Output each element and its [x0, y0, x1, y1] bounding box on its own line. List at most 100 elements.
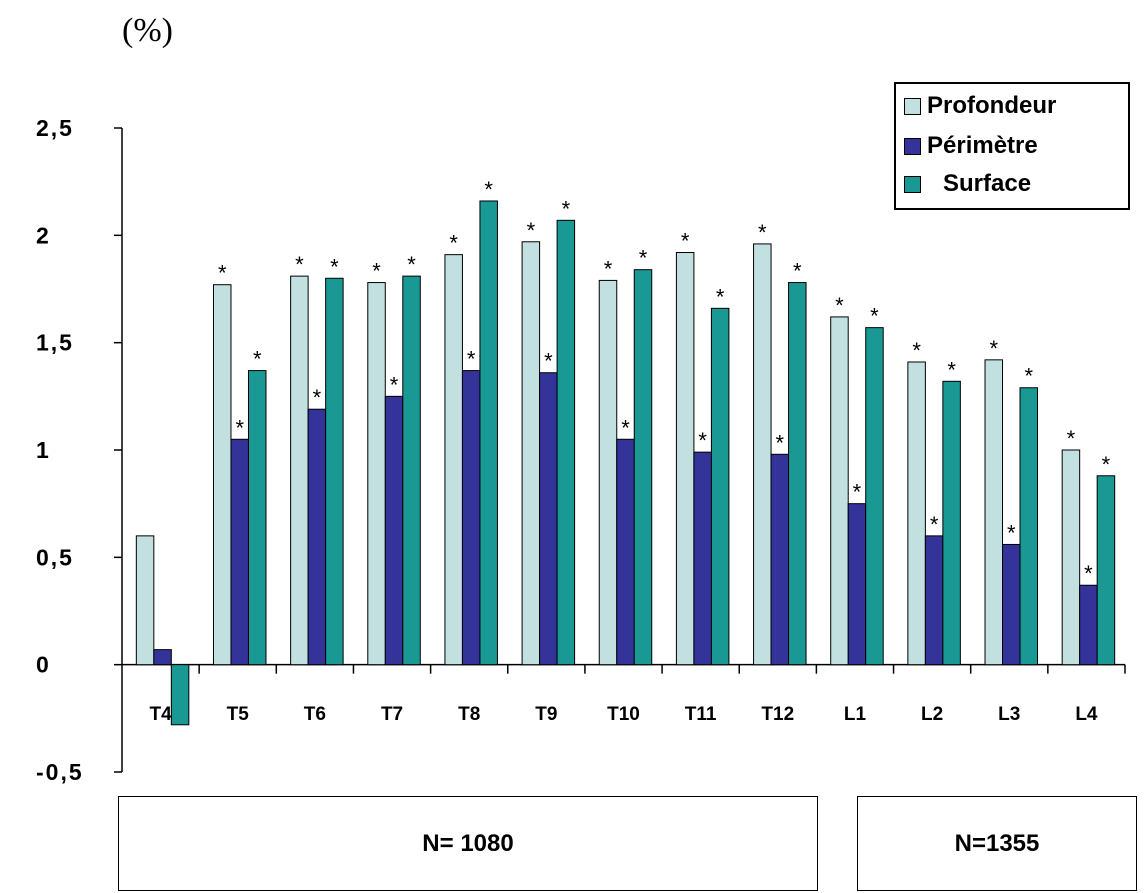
y-tick-label: 1: [36, 437, 51, 463]
x-tick-label: T10: [607, 704, 640, 725]
significance-star: *: [853, 480, 862, 505]
y-tick-label: -0,5: [36, 759, 84, 785]
significance-star: *: [989, 336, 998, 361]
chart-legend: Profondeur Périmètre Surface: [894, 82, 1130, 210]
bar-surface-l2: [942, 380, 961, 666]
bar-périmètre-t7: [384, 395, 404, 666]
x-tick-label: T12: [761, 704, 794, 725]
significance-star: *: [390, 372, 399, 397]
x-tick-label: T11: [685, 704, 717, 725]
bar-profondeur-t11: [675, 252, 695, 666]
sample-size-box-lumbar: N=1355: [857, 796, 1137, 891]
significance-star: *: [1007, 520, 1016, 545]
significance-star: *: [295, 252, 304, 277]
bar-périmètre-l1: [847, 503, 867, 666]
y-tick-label: 1,5: [36, 330, 74, 356]
bar-surface-t6: [325, 277, 344, 666]
y-tick-label: 2: [36, 222, 51, 248]
significance-star: *: [793, 259, 802, 284]
significance-star: *: [313, 385, 322, 410]
bar-profondeur-t7: [367, 282, 386, 666]
significance-star: *: [235, 415, 244, 440]
x-tick-label: T8: [458, 704, 480, 725]
legend-item-surface: Surface: [904, 170, 1031, 198]
significance-markers: * * * * * * * * * * * * * * * * * * * * * * * * * * * * * * * * * * * *: [218, 177, 1111, 586]
significance-star: *: [716, 284, 725, 309]
bar-profondeur-l4: [1061, 449, 1081, 666]
bar-profondeur-t9: [521, 241, 541, 666]
significance-star: *: [758, 220, 767, 245]
bar-périmètre-t10: [616, 438, 635, 666]
x-tick-label: T9: [535, 704, 557, 725]
x-tick-label: L1: [844, 704, 867, 725]
significance-star: *: [621, 415, 630, 440]
significance-star: *: [544, 349, 553, 374]
bar-surface-t12: [788, 282, 807, 666]
legend-swatch-surface: [904, 175, 921, 193]
significance-star: *: [484, 177, 493, 202]
bar-profondeur-t5: [212, 284, 232, 666]
significance-star: *: [1024, 364, 1033, 389]
significance-star: *: [1067, 426, 1076, 451]
bar-périmètre-t11: [693, 451, 712, 666]
significance-star: *: [698, 428, 707, 453]
legend-item-profondeur: Profondeur: [904, 92, 1056, 120]
significance-star: *: [947, 357, 956, 382]
significance-star: *: [776, 430, 785, 455]
bar-périmètre-l4: [1079, 584, 1098, 666]
x-tick-label: T7: [381, 704, 403, 725]
y-tick-label: 0: [36, 652, 51, 678]
bar-profondeur-l2: [907, 361, 926, 666]
x-tick-label: T6: [304, 704, 326, 725]
bar-périmètre-l3: [1002, 543, 1021, 666]
y-axis-unit-label: (%): [122, 12, 173, 49]
bar-surface-t8: [479, 200, 498, 666]
significance-star: *: [681, 229, 690, 254]
bar-périmètre-t12: [770, 453, 790, 666]
legend-swatch-perimetre: [904, 137, 921, 155]
bar-surface-t11: [710, 307, 730, 666]
significance-star: *: [562, 196, 571, 221]
bar-profondeur-t4: [135, 535, 155, 666]
legend-item-perimetre: Périmètre: [904, 132, 1038, 160]
y-tick-label: 0,5: [36, 544, 74, 570]
chart-labels: -0,5 0 0,5 1 1,5 2 2,5 T4 T5 T6 T7 T8 T9 T10 T11 T12 L1 L…: [36, 115, 1098, 785]
bar-périmètre-t6: [307, 408, 327, 666]
significance-star: *: [218, 261, 227, 286]
bar-surface-t4: [170, 664, 190, 726]
significance-star: *: [253, 347, 262, 372]
legend-label-perimetre: Périmètre: [927, 132, 1038, 159]
significance-star: *: [870, 304, 879, 329]
legend-swatch-profondeur: [904, 97, 921, 115]
bar-périmètre-t5: [230, 438, 249, 666]
bar-périmètre-l2: [924, 535, 944, 666]
significance-star: *: [330, 254, 339, 279]
bar-profondeur-t10: [598, 279, 618, 666]
significance-star: *: [372, 259, 381, 284]
x-tick-label: L4: [1075, 704, 1098, 725]
bar-surface-l1: [865, 327, 884, 666]
x-tick-label: L2: [921, 704, 943, 725]
significance-star: *: [407, 252, 416, 277]
bar-profondeur-t6: [290, 275, 309, 666]
bar-périmètre-t8: [461, 370, 481, 666]
significance-star: *: [912, 338, 921, 363]
bar-surface-t7: [402, 275, 421, 666]
significance-star: *: [835, 293, 844, 318]
bar-profondeur-t12: [753, 243, 772, 666]
significance-star: *: [639, 246, 648, 271]
significance-star: *: [604, 256, 613, 281]
bar-périmètre-t9: [539, 372, 558, 666]
bar-surface-t5: [247, 370, 267, 666]
bar-périmètre-t4: [153, 649, 172, 666]
significance-star: *: [527, 218, 536, 243]
bar-surface-t10: [633, 269, 653, 666]
bar-profondeur-t8: [444, 254, 463, 666]
legend-label-surface: Surface: [943, 170, 1032, 197]
bar-profondeur-l3: [984, 359, 1004, 666]
bar-surface-l4: [1096, 475, 1116, 666]
x-tick-label: T4: [149, 704, 172, 725]
significance-star: *: [1102, 452, 1111, 477]
bar-surface-l3: [1019, 387, 1039, 666]
